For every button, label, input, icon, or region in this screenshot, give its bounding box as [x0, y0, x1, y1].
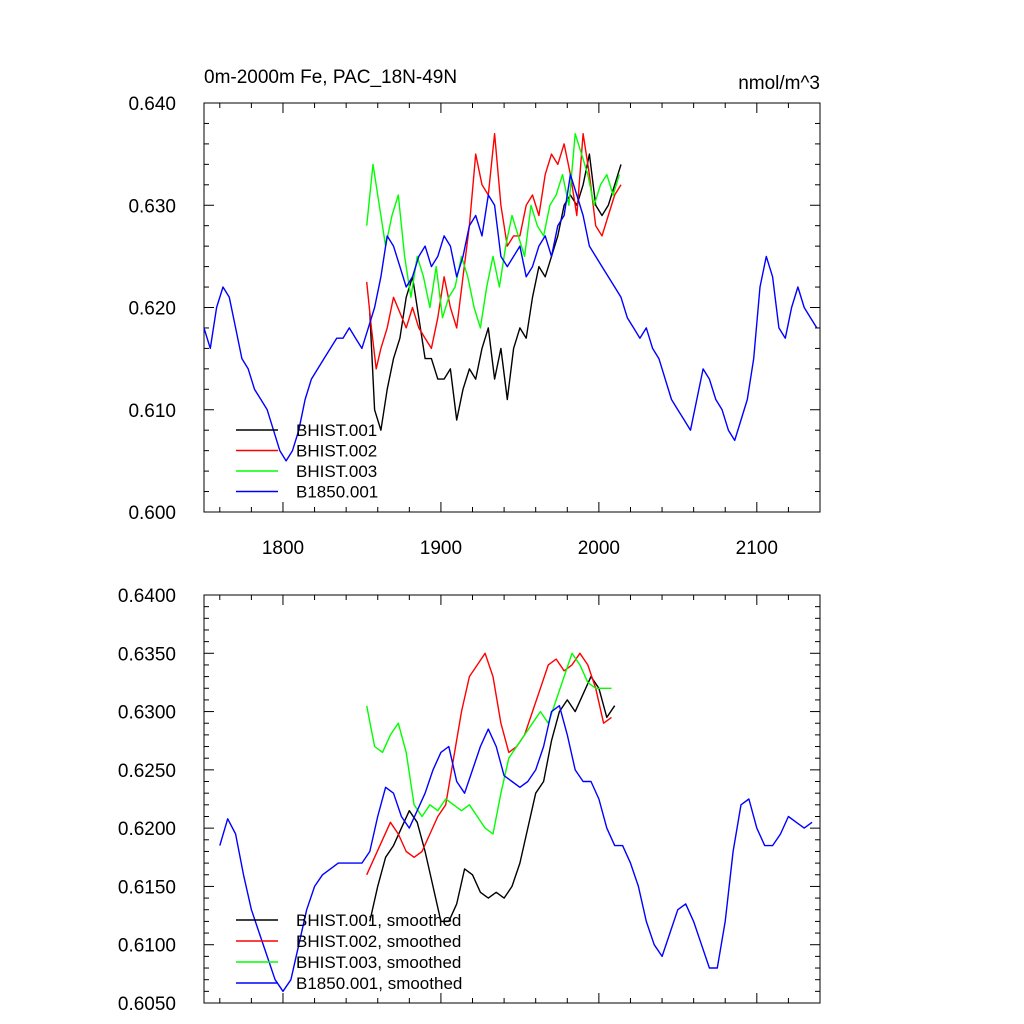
top-legend-label: BHIST.003: [296, 462, 377, 481]
bottom-y-tick-label: 0.6100: [118, 936, 176, 957]
top-x-tick-label: 1900: [420, 538, 462, 559]
top-x-tick-label: 1800: [262, 538, 304, 559]
top-y-tick-label: 0.640: [128, 94, 176, 115]
top-series-line-4: [203, 173, 818, 462]
top-y-tick-label: 0.610: [128, 401, 176, 422]
bottom-chart-panel: 0.6050 0.6100 0.6150 0.6200 0.6250 0.6300 0.63…: [118, 586, 821, 1015]
bottom-y-tick-label: 0.6250: [118, 761, 176, 782]
top-chart-title: 0m-2000m Fe, PAC_18N-49N: [204, 67, 457, 88]
bottom-plot-frame: [203, 594, 821, 1004]
top-y-tick-label: 0.630: [128, 196, 176, 217]
top-x-tick-label: 2100: [736, 538, 778, 559]
bottom-series-line-3: [366, 652, 612, 835]
top-legend-label: B1850.001: [296, 483, 378, 502]
top-y-tick-label: 0.600: [128, 503, 176, 524]
bottom-legend-label: BHIST.002, smoothed: [296, 932, 461, 951]
top-series-line-2: [366, 132, 622, 370]
top-legend-label: BHIST.001: [296, 421, 377, 440]
bottom-series-line-1: [369, 675, 616, 923]
bottom-y-tick-label: 0.6050: [118, 994, 176, 1015]
bottom-legend-label: BHIST.001, smoothed: [296, 911, 461, 930]
top-chart-panel: 1800 1900 2000 2100 0.600 0.610 0.620 0.630 0.64…: [128, 94, 821, 559]
bottom-y-tick-label: 0.6150: [118, 877, 176, 898]
top-legend-label: BHIST.002: [296, 442, 377, 461]
bottom-y-tick-label: 0.6300: [118, 703, 176, 724]
bottom-legend-label: B1850.001, smoothed: [296, 974, 462, 993]
bottom-series-line-2: [366, 652, 612, 876]
top-chart-units: nmol/m^3: [738, 73, 820, 94]
bottom-series-line-4: [219, 705, 813, 992]
top-series-line-1: [369, 153, 622, 431]
top-x-tick-label: 2000: [578, 538, 620, 559]
bottom-y-tick-label: 0.6200: [118, 819, 176, 840]
bottom-legend-label: BHIST.003, smoothed: [296, 953, 461, 972]
bottom-y-tick-label: 0.6400: [118, 586, 176, 607]
top-y-tick-label: 0.620: [128, 299, 176, 320]
bottom-y-tick-label: 0.6350: [118, 644, 176, 665]
